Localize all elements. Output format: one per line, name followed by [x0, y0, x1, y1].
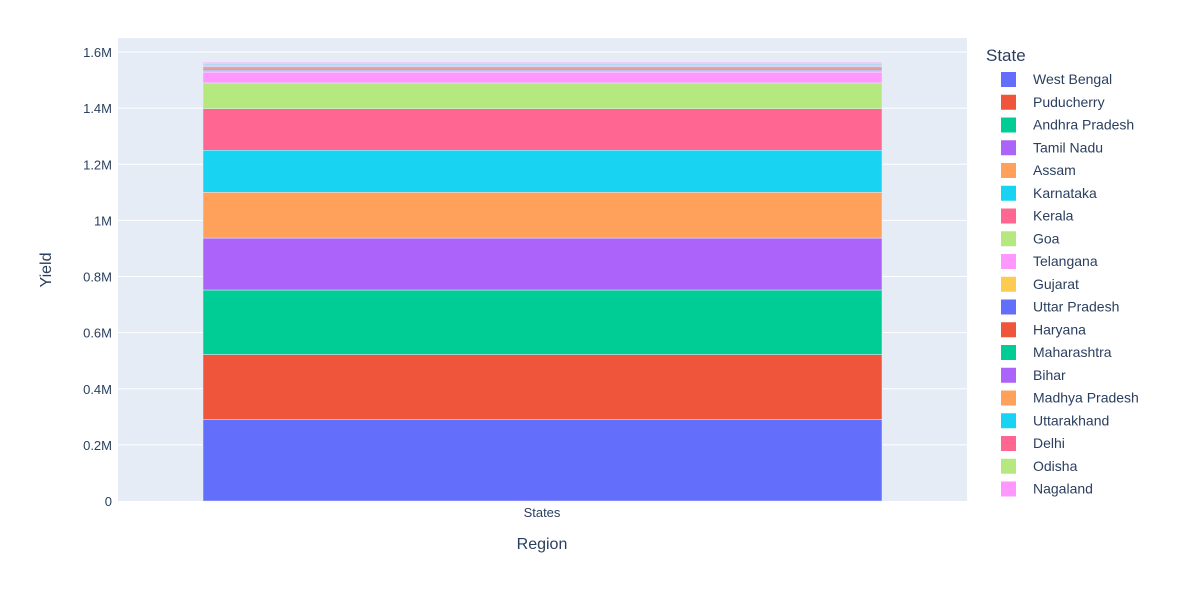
y-axis-title: Yield [38, 253, 55, 288]
y-tick-label: 0.6M [83, 326, 112, 341]
legend-swatch[interactable] [1001, 140, 1016, 156]
legend-label[interactable]: Madhya Pradesh [1033, 390, 1139, 406]
legend-label[interactable]: Uttar Pradesh [1033, 299, 1119, 315]
bar-segment[interactable] [202, 192, 883, 239]
legend-swatch[interactable] [1001, 163, 1016, 178]
x-axis-title: Region [517, 536, 568, 553]
legend-swatch[interactable] [1001, 345, 1016, 360]
legend-label[interactable]: Odisha [1033, 458, 1078, 474]
bar-segment[interactable] [202, 71, 883, 84]
legend-label[interactable]: Assam [1033, 162, 1076, 178]
legend-swatch[interactable] [1001, 72, 1016, 87]
x-tick-label: States [524, 505, 561, 520]
y-tick-label: 0.2M [83, 438, 112, 453]
legend-label[interactable]: Kerala [1033, 208, 1074, 224]
y-axis-ticks: 0 0.2M 0.4M 0.6M 0.8M 1M 1.2M 1.4M 1.6M [83, 45, 112, 509]
bar-stack [202, 61, 883, 502]
legend-label[interactable]: Puducherry [1033, 94, 1105, 110]
y-tick-label: 1.6M [83, 45, 112, 60]
legend-swatch[interactable] [1001, 299, 1016, 315]
legend-swatch[interactable] [1001, 94, 1016, 110]
legend-label[interactable]: Bihar [1033, 367, 1066, 383]
legend-label[interactable]: Andhra Pradesh [1033, 117, 1134, 133]
legend-label[interactable]: Karnataka [1033, 185, 1097, 201]
legend-title: State [986, 46, 1026, 65]
y-tick-label: 0 [105, 494, 112, 509]
legend-swatch[interactable] [1001, 117, 1016, 133]
legend-swatch[interactable] [1001, 390, 1016, 406]
bar-segment[interactable] [202, 70, 883, 73]
legend-swatch[interactable] [1001, 436, 1016, 451]
y-tick-label: 0.4M [83, 382, 112, 397]
legend-swatch[interactable] [1001, 322, 1016, 338]
legend-swatch[interactable] [1001, 208, 1016, 224]
legend-swatch[interactable] [1001, 276, 1016, 292]
bar-segment[interactable] [202, 149, 883, 193]
legend-label[interactable]: Tamil Nadu [1033, 139, 1103, 155]
bar-segment[interactable] [202, 108, 883, 151]
legend-label[interactable]: West Bengal [1033, 71, 1112, 87]
legend: State West Bengal Puducherry Andhra Prades… [986, 46, 1139, 497]
legend-label[interactable]: Gujarat [1033, 276, 1079, 292]
y-tick-label: 0.8M [83, 270, 112, 285]
legend-label[interactable]: Goa [1033, 230, 1060, 246]
legend-swatch[interactable] [1001, 458, 1016, 474]
legend-label[interactable]: Nagaland [1033, 481, 1093, 497]
bar-segment[interactable] [202, 289, 883, 355]
legend-swatch[interactable] [1001, 185, 1016, 201]
bar-segment[interactable] [202, 419, 883, 502]
legend-label[interactable]: Uttarakhand [1033, 412, 1109, 428]
legend-label[interactable]: Haryana [1033, 321, 1086, 337]
legend-swatch[interactable] [1001, 231, 1016, 247]
legend-label[interactable]: Maharashtra [1033, 344, 1112, 360]
bar-segment[interactable] [202, 354, 883, 420]
legend-swatch[interactable] [1001, 413, 1016, 429]
bar-segment[interactable] [202, 61, 883, 63]
y-tick-label: 1.4M [83, 101, 112, 116]
legend-swatch[interactable] [1001, 481, 1016, 497]
bar-segment[interactable] [202, 82, 883, 109]
legend-label[interactable]: Telangana [1033, 253, 1098, 269]
y-tick-label: 1M [94, 213, 112, 228]
legend-swatch[interactable] [1001, 367, 1016, 383]
legend-swatch[interactable] [1001, 254, 1016, 269]
bar-segment[interactable] [202, 237, 883, 291]
legend-label[interactable]: Delhi [1033, 435, 1065, 451]
x-axis-ticks: States [524, 505, 561, 520]
y-tick-label: 1.2M [83, 157, 112, 172]
